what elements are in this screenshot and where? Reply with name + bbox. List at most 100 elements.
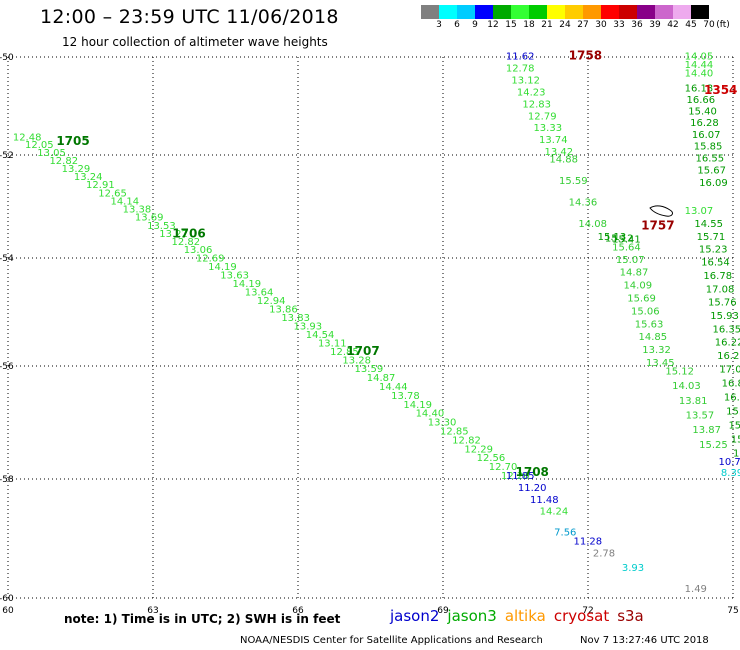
legend-swatch (601, 5, 619, 19)
wave-height-value: 16.66 (686, 95, 715, 106)
legend-swatch (421, 5, 439, 19)
wave-height-value: 14.19 (208, 262, 237, 273)
satellite-name: jason3 (447, 607, 497, 625)
wave-height-value: 16.13 (685, 83, 714, 94)
pass-number-label: 1757 (641, 219, 674, 233)
map-title: 12:00 – 23:59 UTC 11/06/2018 (40, 6, 339, 28)
legend-label: 45 (685, 20, 697, 30)
legend-swatch (457, 5, 475, 19)
wave-height-value: 13.78 (391, 391, 420, 402)
latitude-label: -54 (0, 254, 14, 264)
legend-label: 70 (703, 20, 715, 30)
legend-label: 18 (523, 20, 535, 30)
wave-height-value: 14.08 (578, 219, 607, 230)
wave-height-value: 11.48 (530, 495, 559, 506)
wave-height-value: 16.54 (701, 258, 730, 269)
wave-height-value: 16.35 (713, 324, 740, 335)
wave-height-value: 14.40 (416, 409, 445, 420)
longitude-label: 75 (727, 606, 738, 616)
wave-height-value: 15.67 (697, 166, 726, 177)
latitude-label: -60 (0, 594, 14, 604)
wave-height-value: 12.70 (489, 462, 518, 473)
wave-height-value: 12.83 (522, 99, 551, 110)
wave-height-value: 12.82 (452, 435, 481, 446)
island-outline (649, 205, 674, 217)
wave-height-value: 13.86 (269, 304, 298, 315)
wave-height-value: 12.65 (98, 188, 127, 199)
legend-label: 12 (487, 20, 499, 30)
longitude-label: 60 (2, 606, 14, 616)
footnote: note: 1) Time is in UTC; 2) SWH is in fe… (64, 612, 341, 626)
legend-label: 15 (505, 20, 517, 30)
pass-number-label: 1706 (172, 226, 205, 240)
wave-height-value: 11.20 (518, 483, 547, 494)
latitude-label: -58 (0, 475, 14, 485)
legend-swatch (673, 5, 691, 19)
wave-height-value: 16.37 (733, 448, 740, 459)
wave-height-value: 11.62 (506, 51, 535, 62)
wave-height-value: 14.54 (306, 330, 335, 341)
legend-label: 33 (613, 20, 625, 30)
wave-height-value: 3.93 (622, 563, 644, 574)
wave-height-value: 17.08 (706, 284, 735, 295)
wave-height-value: 16.78 (703, 271, 732, 282)
legend-label: 30 (595, 20, 607, 30)
latitude-label: -52 (0, 151, 14, 161)
pass-number-label: 1705 (56, 134, 89, 148)
wave-height-value: 13.83 (281, 313, 310, 324)
wave-height-value: 14.87 (620, 268, 649, 279)
longitude-label: 63 (147, 606, 158, 616)
legend-swatch (583, 5, 601, 19)
wave-height-value: 13.07 (685, 206, 714, 217)
legend-swatch (493, 5, 511, 19)
wave-height-value: 14.40 (685, 69, 714, 80)
satellite-name: cryosat (553, 607, 610, 625)
wave-height-value: 14.05 (685, 51, 714, 62)
satellite-name: jason2 (390, 607, 440, 625)
longitude-label: 72 (582, 606, 593, 616)
wave-height-value: 13.87 (692, 425, 721, 436)
wave-height-value: 16.09 (699, 178, 728, 189)
color-legend (421, 5, 709, 19)
wave-height-value: 7.56 (554, 528, 576, 539)
wave-height-value: 15.77 (726, 407, 740, 418)
pass-number-label: 1707 (346, 344, 379, 358)
wave-height-value: 15.64 (612, 242, 641, 253)
wave-height-value: 15.12 (605, 233, 634, 244)
wave-height-value: 14.03 (672, 381, 701, 392)
wave-height-value: 13.30 (428, 418, 457, 429)
wave-height-value: 12.29 (464, 444, 493, 455)
wave-height-value: 13.24 (74, 172, 103, 183)
wave-height-value: 15.07 (616, 255, 645, 266)
wave-height-value: 13.05 (37, 148, 66, 159)
legend-label: 9 (472, 20, 478, 30)
wave-height-value: 13.59 (355, 364, 384, 375)
wave-height-value: 2.78 (593, 548, 615, 559)
wave-height-value: 14.36 (569, 198, 598, 209)
wave-height-value: 1.49 (685, 584, 707, 595)
wave-height-value: 17.05 (719, 365, 740, 376)
wave-height-value: 11.28 (574, 536, 603, 547)
legend-swatch (637, 5, 655, 19)
wave-height-value: 12.82 (171, 237, 200, 248)
satellite-name: altika (504, 607, 546, 625)
wave-height-value: 15.40 (688, 107, 717, 118)
wave-height-value: 13.45 (646, 358, 675, 369)
wave-height-value: 13.64 (245, 287, 274, 298)
pass-number-label: 1708 (516, 465, 549, 479)
wave-height-value: 14.19 (403, 400, 432, 411)
wave-height-value: 16.22 (715, 338, 740, 349)
wave-height-value: 15.63 (635, 319, 664, 330)
satellite-name: s3a (617, 607, 644, 625)
wave-height-value: 12.56 (477, 453, 506, 464)
pass-number-label: 1758 (569, 48, 602, 62)
longitude-label: 69 (437, 606, 449, 616)
wave-height-value: 13.29 (62, 164, 91, 175)
map-axes: 60 63 66 69 72 75 -50 -52 -54 -56 -58 -60 (0, 53, 739, 616)
wave-height-value: 14.55 (694, 219, 723, 230)
legend-label: 42 (667, 20, 679, 30)
wave-height-value: 13.93 (294, 321, 323, 332)
wave-height-value: 13.63 (220, 270, 249, 281)
wave-height-value: 15.71 (697, 232, 726, 243)
